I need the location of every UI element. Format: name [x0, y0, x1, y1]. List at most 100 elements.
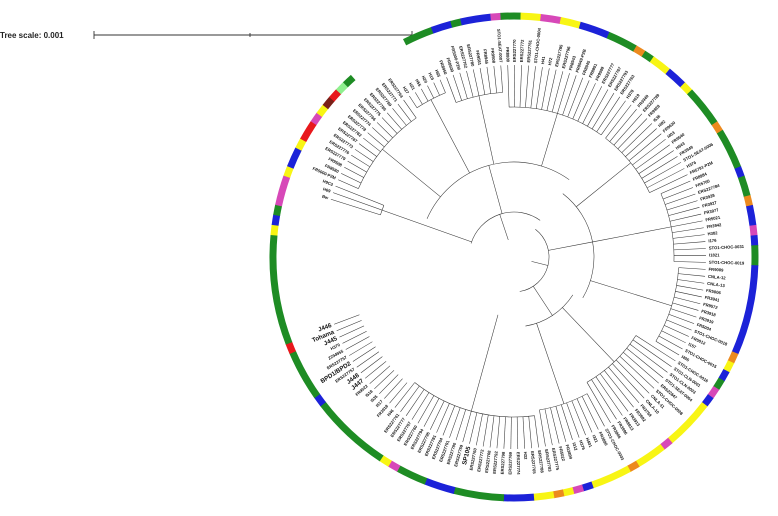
- ring-segment-orange: [633, 45, 646, 57]
- tip-branch: [411, 392, 430, 420]
- tip-branch: [649, 174, 688, 193]
- leaf-label: H9C3: [322, 178, 334, 187]
- leaf-label: I176: [708, 238, 717, 244]
- tip-branch: [510, 416, 512, 449]
- leaf-label: FR3977: [703, 207, 719, 215]
- tip-branch: [486, 66, 492, 94]
- leaf-label: FR8984: [692, 171, 708, 182]
- tip-branch: [612, 363, 645, 399]
- leaf-label: ERS227759: [453, 444, 464, 468]
- leaf-label: Bw: [321, 194, 329, 201]
- leaf-label: FR5000-P2M: [450, 45, 462, 71]
- tip-branch: [442, 405, 456, 436]
- leaf-label: FR9508: [327, 156, 343, 168]
- tip-branch: [638, 150, 674, 174]
- tip-branch: [671, 220, 703, 228]
- ring-segment-yellow: [520, 12, 542, 22]
- tip-branch: [525, 65, 529, 108]
- tip-branch: [369, 365, 391, 384]
- ring-segment-blue: [734, 166, 745, 179]
- tip-branch: [566, 402, 580, 438]
- leaf-label: FR3919: [699, 315, 715, 325]
- tip-branch: [672, 227, 704, 233]
- tip-branch: [666, 319, 692, 331]
- tip-branch: [352, 346, 376, 362]
- tip-branch: [449, 407, 461, 438]
- tip-branch: [462, 411, 472, 443]
- tip-branch: [455, 409, 466, 441]
- ring-segment-darkred: [322, 96, 335, 110]
- leaf-label: H401: [585, 437, 594, 449]
- clade-stem: [488, 165, 503, 214]
- tip-branch: [675, 291, 702, 298]
- leaf-label: FR3918: [701, 308, 717, 317]
- tip-branch: [615, 359, 650, 394]
- ring-segment-red: [300, 120, 317, 142]
- clade-stem: [548, 241, 593, 251]
- tip-branch: [336, 320, 362, 331]
- ring-segment-magenta: [749, 224, 758, 237]
- tip-branch: [403, 99, 417, 119]
- tip-branch: [522, 416, 526, 449]
- leaf-label: CNLA-12: [708, 274, 727, 281]
- clade-arc: [416, 92, 446, 109]
- tip-branch: [539, 409, 546, 447]
- leaf-label: H72: [547, 57, 553, 66]
- ring-segment-orange: [727, 351, 739, 364]
- tip-branch: [367, 132, 385, 148]
- tip-branch: [666, 200, 698, 211]
- leaf-label: J446: [317, 322, 333, 334]
- leaf-label: I312: [571, 442, 578, 452]
- tip-branch: [405, 389, 425, 416]
- tip-branch: [678, 267, 706, 270]
- leaf-label: I518: [364, 388, 374, 398]
- ring-segment-yellow: [562, 487, 575, 497]
- tip-branch: [587, 89, 609, 127]
- leaf-label: ERS227775: [551, 447, 561, 471]
- ring-segment-yellow: [270, 224, 279, 236]
- tip-branch: [341, 173, 362, 184]
- tip-branch: [632, 339, 672, 367]
- leaf-label: H27: [402, 85, 411, 95]
- ring-segment-green: [320, 401, 384, 462]
- tip-branch: [605, 104, 632, 139]
- tip-branch: [433, 82, 440, 96]
- ring-segment-magenta: [571, 484, 585, 495]
- tip-branch: [500, 65, 503, 93]
- leaf-label: ERS227760: [468, 447, 477, 471]
- tip-branch: [347, 160, 367, 173]
- tip-branch: [613, 113, 643, 146]
- tip-branch: [617, 118, 648, 149]
- tip-branch: [551, 71, 564, 113]
- tip-branch: [334, 314, 360, 325]
- ring-segment-orange: [743, 195, 754, 207]
- clade-stem: [592, 226, 672, 243]
- leaf-label: ERS227772: [519, 39, 525, 62]
- clade-stem: [590, 280, 672, 307]
- ring-segment-blue: [746, 204, 757, 227]
- tip-branch: [415, 92, 423, 105]
- leaf-label: H643: [675, 140, 687, 150]
- tip-branch: [342, 330, 367, 344]
- tip-branch: [655, 341, 680, 356]
- tip-branch: [446, 77, 457, 103]
- clade-stem: [430, 99, 470, 174]
- ring-segment-orange: [552, 489, 565, 499]
- leaf-label: H69: [322, 186, 332, 194]
- tip-branch: [673, 296, 701, 304]
- tip-branch: [664, 325, 689, 337]
- tip-branch: [351, 154, 371, 168]
- tip-branch: [619, 355, 655, 389]
- tip-branch: [572, 80, 590, 120]
- leaf-label: ERS227772: [476, 448, 485, 472]
- leaf-label: FR9572: [703, 302, 719, 311]
- tip-branch: [466, 70, 474, 98]
- ring-segment-yellow: [590, 465, 631, 489]
- leaf-labels: BwH69H9C3FR5000-P2MFR8580FR9508ERS227779…: [311, 27, 745, 475]
- tip-branch: [581, 396, 599, 430]
- leaf-label: FR5021: [705, 215, 721, 223]
- leaf-label: H20: [421, 75, 429, 85]
- leaf-label: FR5012: [691, 335, 707, 346]
- leaf-label: ERS227780: [466, 44, 476, 68]
- tip-branch: [672, 302, 699, 311]
